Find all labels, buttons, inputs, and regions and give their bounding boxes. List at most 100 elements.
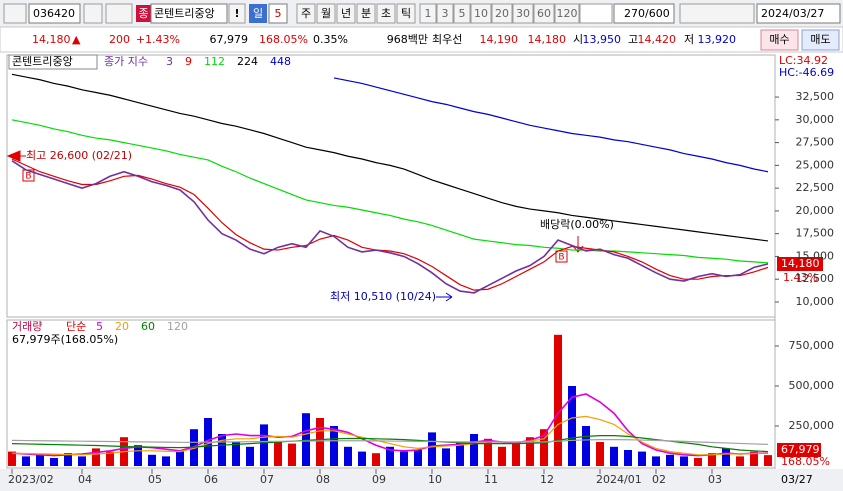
sound-button[interactable] xyxy=(105,3,133,24)
last-rate: 1.43% xyxy=(783,271,818,284)
volume-legend: 거래량 xyxy=(12,320,42,333)
search-button[interactable] xyxy=(83,3,103,24)
count-text: 30 xyxy=(516,7,530,20)
period-n-field[interactable] xyxy=(268,3,288,24)
buy-text: 매수 xyxy=(769,33,789,46)
count-field[interactable] xyxy=(613,3,675,24)
best-label: 최우선 xyxy=(432,33,462,46)
count-button[interactable] xyxy=(491,3,513,24)
volume-bar xyxy=(414,450,422,466)
date: 2024/03/27 xyxy=(761,7,824,20)
end-date: 03/27 xyxy=(781,473,813,486)
period-type-button[interactable] xyxy=(356,3,376,24)
name-field xyxy=(150,3,228,24)
ma-line xyxy=(333,77,769,173)
period-type: 월 xyxy=(321,7,331,20)
volume-bar xyxy=(358,451,366,466)
y-tick-label: 20,000 xyxy=(796,204,835,217)
volume-summary: 67,979주(168.05%) xyxy=(12,333,118,346)
buy-button[interactable] xyxy=(760,29,799,51)
y-tick-label: 750,000 xyxy=(789,339,835,352)
period-type: 틱 xyxy=(401,7,411,20)
volume-bar xyxy=(148,454,156,466)
count-button[interactable] xyxy=(436,3,454,24)
volume-bar xyxy=(330,426,338,466)
buy-marker: B xyxy=(558,253,564,263)
count-button[interactable] xyxy=(470,3,492,24)
legend-item: 60 xyxy=(141,320,155,333)
legend-title: 콘텐트리중앙 xyxy=(12,55,73,68)
buy-marker-box xyxy=(555,250,568,263)
last-volume: 67,979 xyxy=(781,443,820,456)
low-label: 저 xyxy=(684,33,694,46)
volume-bar xyxy=(260,424,268,466)
count-button[interactable] xyxy=(419,3,437,24)
volume-bar xyxy=(246,446,254,466)
tool-buttons[interactable] xyxy=(679,3,755,24)
sell-text: 매도 xyxy=(810,33,830,46)
count-text: 20 xyxy=(495,7,509,20)
quote-price: 14,180 xyxy=(32,33,71,46)
count-text: 120 xyxy=(557,7,578,20)
volume-bar xyxy=(274,442,282,466)
count-button[interactable] xyxy=(453,3,471,24)
count-button[interactable] xyxy=(554,3,580,24)
count-text: 60 xyxy=(537,7,551,20)
quote-bg xyxy=(0,26,843,53)
volume-bar xyxy=(134,445,142,466)
legend-item: 3 xyxy=(166,55,173,68)
legend-item: 5 xyxy=(96,320,103,333)
badge-bg xyxy=(136,5,151,22)
menu-button[interactable] xyxy=(3,3,27,24)
x-tick-label: 05 xyxy=(148,473,162,486)
hc-label: HC:-46.69 xyxy=(779,66,834,79)
quote-volume-rate: 168.05% xyxy=(259,33,308,46)
stock-code: 036420 xyxy=(33,7,75,20)
count-button[interactable] xyxy=(533,3,555,24)
volume-bar xyxy=(582,426,590,466)
period-type-button[interactable] xyxy=(336,3,356,24)
best-bid: 14,180 xyxy=(528,33,567,46)
period-type-button[interactable] xyxy=(396,3,416,24)
dividend-note: 배당락(0.00%) xyxy=(540,218,614,231)
volume-bar xyxy=(596,442,604,466)
volume-bar xyxy=(442,448,450,466)
code-input[interactable] xyxy=(28,3,81,24)
volume-bar xyxy=(568,386,576,466)
period-button[interactable] xyxy=(249,4,267,23)
shown-count: 270 xyxy=(624,7,645,20)
volume-bar xyxy=(764,455,772,466)
count-text: 1 xyxy=(425,7,432,20)
quote-turnover: 0.35% xyxy=(313,33,348,46)
legend-item: 448 xyxy=(270,55,291,68)
x-tick-label: 02 xyxy=(652,473,666,486)
quote-rate: +1.43% xyxy=(136,33,180,46)
count-button[interactable] xyxy=(512,3,534,24)
alert-button[interactable] xyxy=(228,3,246,24)
volume-bar xyxy=(540,429,548,466)
buy-marker: B xyxy=(25,172,31,182)
sell-button[interactable] xyxy=(801,29,840,51)
quote-amount: 968백만 xyxy=(387,33,428,46)
x-tick-label: 12 xyxy=(540,473,554,486)
volume-bar xyxy=(666,454,674,466)
ma-line xyxy=(11,160,769,294)
period-type-button[interactable] xyxy=(296,3,316,24)
volume-bar xyxy=(750,451,758,466)
ma-label: 단순 xyxy=(66,320,86,333)
x-tick-label: 10 xyxy=(428,473,442,486)
volume-bar xyxy=(708,453,716,466)
date-field[interactable] xyxy=(756,3,841,24)
volume-bar xyxy=(610,446,618,466)
period-type-button[interactable] xyxy=(316,3,336,24)
ma-line xyxy=(11,439,769,445)
ma-line xyxy=(11,119,769,264)
dropdown[interactable] xyxy=(579,3,613,24)
period-type-button[interactable] xyxy=(376,3,396,24)
volume-bar xyxy=(652,456,660,466)
ma-line xyxy=(11,415,769,456)
volume-bar xyxy=(64,453,72,466)
y-tick-label: 15,000 xyxy=(796,249,835,262)
volume-bar xyxy=(50,458,58,466)
